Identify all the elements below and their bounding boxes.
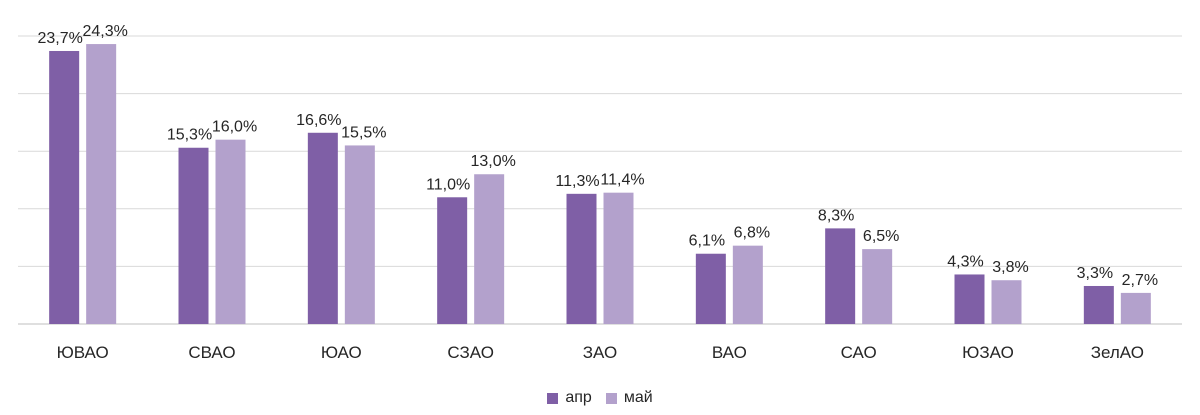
- data-label: 6,1%: [689, 233, 725, 250]
- legend-item-may: май: [605, 389, 653, 407]
- bar-apr: [1083, 285, 1114, 324]
- legend-label-may: май: [623, 389, 653, 406]
- data-label: 3,8%: [992, 259, 1028, 276]
- bar-apr: [566, 193, 597, 324]
- data-label: 6,8%: [734, 225, 770, 242]
- bar-may: [215, 139, 246, 324]
- x-tick-label: СЗАО: [447, 343, 494, 362]
- bar-apr: [178, 147, 209, 324]
- data-label: 8,3%: [818, 207, 854, 224]
- data-label: 24,3%: [82, 23, 127, 40]
- bar-apr: [695, 253, 726, 324]
- x-tick-label: СВАО: [188, 343, 235, 362]
- data-label: 3,3%: [1077, 265, 1113, 282]
- bar-may: [862, 249, 893, 324]
- bar-apr: [825, 228, 856, 324]
- bar-apr: [307, 132, 338, 324]
- bar-may: [603, 192, 634, 324]
- legend-label-apr: апр: [565, 389, 592, 406]
- bar-apr: [954, 274, 985, 324]
- data-label: 16,0%: [212, 119, 257, 136]
- legend-swatch-may: [605, 392, 617, 404]
- bar-may: [474, 174, 505, 324]
- legend-swatch-apr: [547, 392, 559, 404]
- data-label: 16,6%: [296, 112, 341, 129]
- bar-apr: [49, 50, 80, 324]
- bar-may: [86, 44, 117, 325]
- x-tick-label: ЮАО: [321, 343, 362, 362]
- x-tick-label: ВАО: [712, 343, 747, 362]
- data-label: 11,4%: [600, 172, 644, 189]
- data-label: 11,0%: [426, 176, 470, 193]
- bar-may: [991, 280, 1022, 324]
- data-label: 6,5%: [863, 228, 899, 245]
- x-tick-label: ЗелАО: [1091, 343, 1144, 362]
- data-label: 4,3%: [947, 253, 983, 270]
- legend-item-apr: апр: [547, 389, 592, 407]
- data-label: 13,0%: [470, 153, 515, 170]
- data-label: 15,5%: [341, 124, 386, 141]
- bar-may: [344, 145, 375, 324]
- x-tick-label: САО: [841, 343, 877, 362]
- data-label: 15,3%: [167, 127, 212, 144]
- x-tick-label: ЗАО: [583, 343, 617, 362]
- bar-apr: [437, 197, 468, 324]
- data-label: 2,7%: [1122, 272, 1158, 289]
- bar-may: [1120, 292, 1151, 324]
- x-tick-label: ЮЗАО: [962, 343, 1014, 362]
- x-tick-label: ЮВАО: [57, 343, 109, 362]
- data-label: 23,7%: [37, 30, 82, 47]
- bar-chart: 23,7% 24,3% ЮВАО 15,3% 16,0% СВАО 16,6%15,5% ЮА…: [18, 23, 1182, 362]
- legend: апр май: [0, 389, 1200, 407]
- data-label: 11,3%: [555, 173, 599, 190]
- bar-may: [732, 245, 763, 324]
